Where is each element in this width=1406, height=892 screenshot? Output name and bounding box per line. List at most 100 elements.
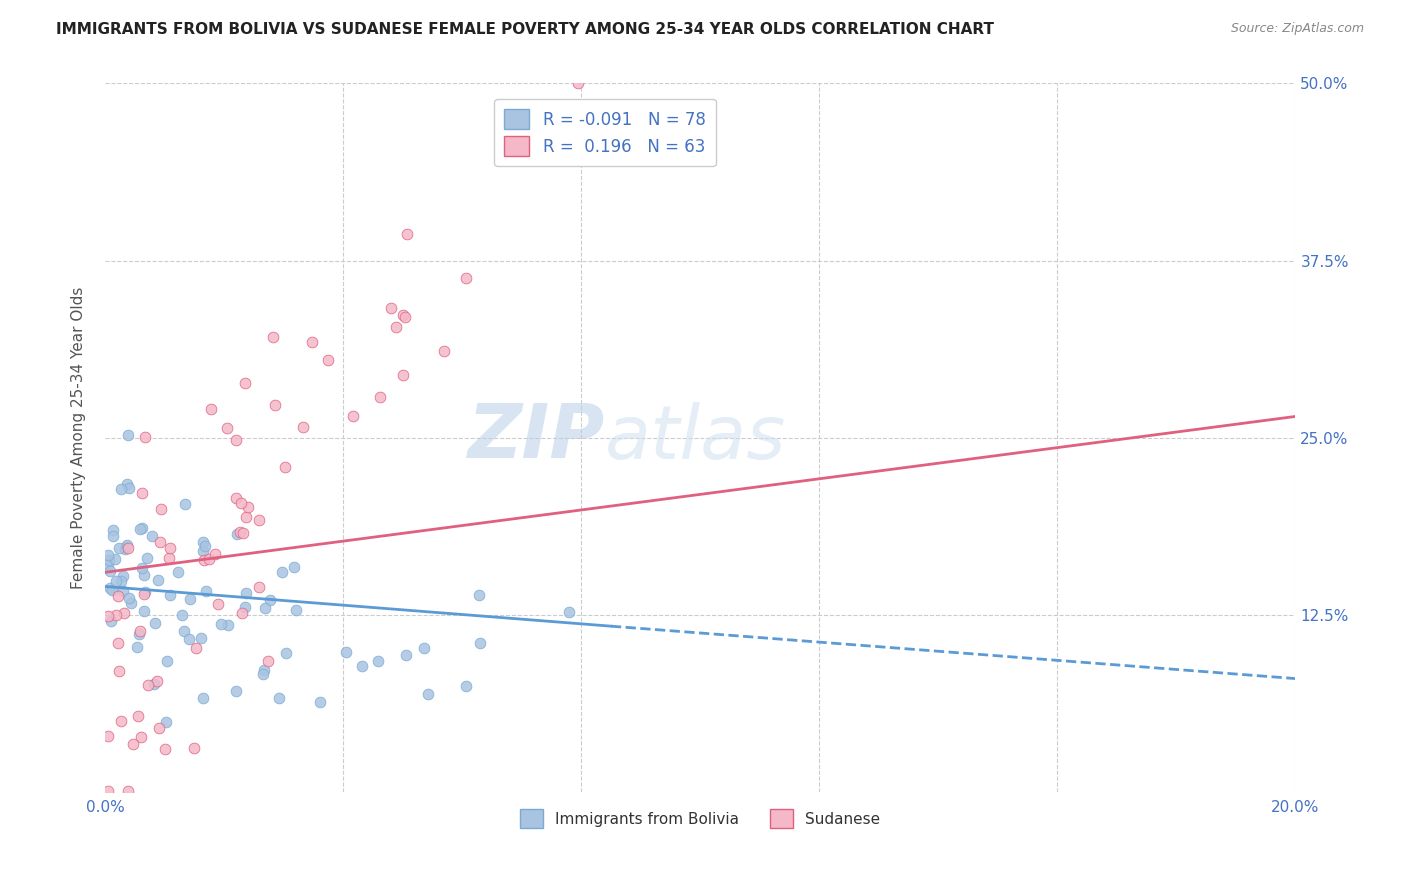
Point xyxy=(391,368,413,383)
Point xyxy=(191,691,214,706)
Point xyxy=(131,485,153,500)
Point xyxy=(146,573,169,587)
Point xyxy=(394,310,416,324)
Point xyxy=(342,409,364,424)
Point xyxy=(131,560,153,574)
Point xyxy=(225,683,247,698)
Point xyxy=(195,584,218,599)
Point xyxy=(271,565,294,579)
Point xyxy=(177,632,200,646)
Point xyxy=(468,588,491,602)
Point xyxy=(207,597,229,611)
Point xyxy=(233,599,256,614)
Point xyxy=(110,714,132,729)
Point xyxy=(112,607,135,621)
Point xyxy=(155,715,177,730)
Legend: Immigrants from Bolivia, Sudanese: Immigrants from Bolivia, Sudanese xyxy=(515,803,886,834)
Point xyxy=(558,605,581,619)
Text: Source: ZipAtlas.com: Source: ZipAtlas.com xyxy=(1230,22,1364,36)
Point xyxy=(97,783,120,797)
Point xyxy=(125,640,148,654)
Point xyxy=(193,544,215,558)
Point xyxy=(394,648,416,663)
Point xyxy=(456,270,478,285)
Point xyxy=(235,509,257,524)
Point xyxy=(225,433,247,447)
Point xyxy=(231,606,253,620)
Point xyxy=(173,497,195,511)
Point xyxy=(412,641,434,656)
Text: atlas: atlas xyxy=(605,401,786,474)
Point xyxy=(228,524,250,539)
Point xyxy=(157,551,180,566)
Point xyxy=(118,591,141,605)
Point xyxy=(167,565,190,579)
Point xyxy=(309,696,332,710)
Point xyxy=(136,551,159,566)
Point xyxy=(132,587,155,601)
Point xyxy=(136,678,159,692)
Point xyxy=(110,574,132,588)
Point xyxy=(183,740,205,755)
Point xyxy=(115,477,138,491)
Point xyxy=(105,574,128,588)
Point xyxy=(252,667,274,681)
Point xyxy=(115,541,138,555)
Y-axis label: Female Poverty Among 25-34 Year Olds: Female Poverty Among 25-34 Year Olds xyxy=(72,286,86,589)
Point xyxy=(112,568,135,582)
Point xyxy=(120,596,142,610)
Point xyxy=(132,604,155,618)
Point xyxy=(100,614,122,628)
Point xyxy=(129,731,152,745)
Point xyxy=(247,513,270,527)
Point xyxy=(128,627,150,641)
Point xyxy=(142,677,165,691)
Point xyxy=(225,527,247,541)
Point xyxy=(292,419,315,434)
Point xyxy=(191,535,214,549)
Point xyxy=(134,430,156,444)
Point xyxy=(98,581,121,595)
Point xyxy=(114,541,136,556)
Point xyxy=(141,529,163,543)
Point xyxy=(186,641,208,656)
Point xyxy=(236,500,259,514)
Point xyxy=(145,673,167,688)
Point xyxy=(143,615,166,630)
Point xyxy=(150,502,173,516)
Point xyxy=(172,608,194,623)
Point xyxy=(148,721,170,735)
Point xyxy=(200,401,222,416)
Point xyxy=(470,636,492,650)
Point xyxy=(129,522,152,536)
Text: ZIP: ZIP xyxy=(468,401,605,475)
Point xyxy=(131,521,153,535)
Point xyxy=(103,529,125,543)
Point xyxy=(149,535,172,549)
Point xyxy=(380,301,402,315)
Point xyxy=(335,644,357,658)
Point xyxy=(316,353,339,368)
Point xyxy=(107,636,129,650)
Point xyxy=(122,737,145,751)
Point xyxy=(173,624,195,638)
Point xyxy=(229,496,252,510)
Point xyxy=(416,687,439,701)
Point xyxy=(97,557,120,571)
Point xyxy=(117,427,139,442)
Point xyxy=(456,680,478,694)
Point xyxy=(112,584,135,599)
Point xyxy=(285,603,308,617)
Point xyxy=(101,582,124,597)
Point xyxy=(107,589,129,603)
Point xyxy=(118,481,141,495)
Point xyxy=(115,538,138,552)
Point xyxy=(233,376,256,390)
Point xyxy=(97,553,120,567)
Point xyxy=(129,624,152,638)
Point xyxy=(209,617,232,632)
Point xyxy=(98,564,121,578)
Point xyxy=(159,588,181,602)
Point xyxy=(179,591,201,606)
Point xyxy=(247,580,270,594)
